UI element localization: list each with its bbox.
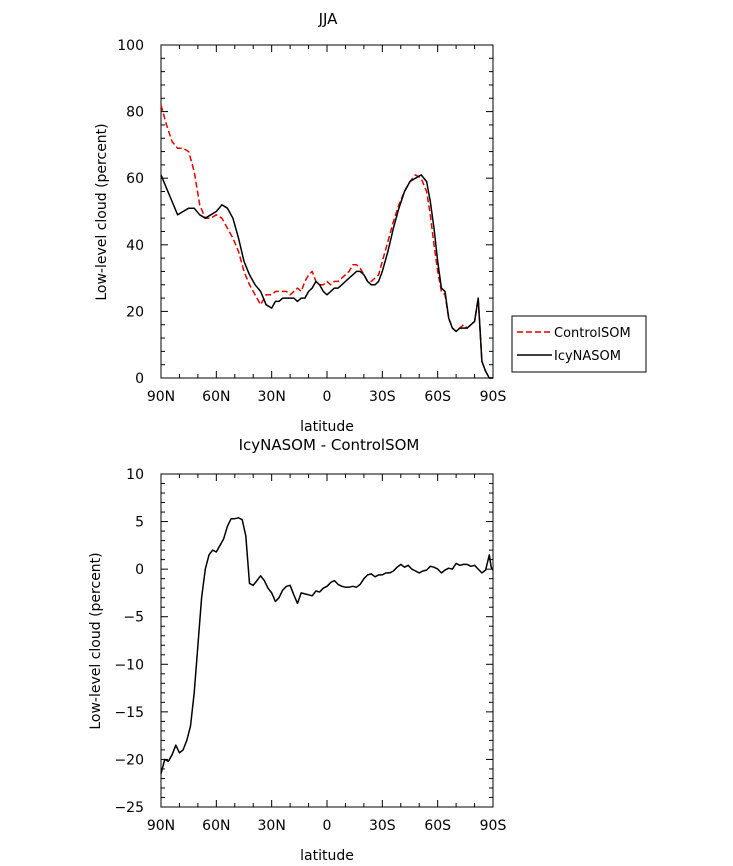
legend-box (511, 315, 647, 373)
bottom-x-axis-title: latitude (300, 848, 354, 864)
bottom-series-lines (160, 517, 494, 774)
y-tick-label: 60 (126, 171, 144, 187)
x-tick-label: 30S (369, 818, 396, 834)
bottom-y-axis-title: Low-level cloud (percent) (88, 552, 104, 729)
x-tick-label: 60N (202, 389, 230, 405)
top-y-axis-title: Low-level cloud (percent) (94, 123, 110, 300)
x-tick-label: 30S (369, 389, 396, 405)
y-tick-label: 20 (126, 304, 144, 320)
y-tick-label: −5 (123, 610, 144, 626)
y-tick-label: −20 (114, 752, 144, 768)
x-tick-label: 90N (147, 389, 175, 405)
y-tick-label: 80 (126, 105, 144, 121)
bottom-plot-frame (160, 473, 494, 808)
y-tick-label: 40 (126, 238, 144, 254)
legend: ControlSOM IcyNASOM (511, 315, 647, 373)
top-x-axis-title: latitude (300, 419, 354, 435)
x-tick-label: 90S (480, 818, 507, 834)
y-tick-label: −25 (114, 800, 144, 816)
y-tick-label: 10 (126, 467, 144, 483)
x-tick-label: 90N (147, 818, 175, 834)
bottom-axis-ticks: 90N 60N 30N 0 30S 60S 90S −25 −20 −15 −10 −5 0 5 10 (114, 467, 506, 834)
y-tick-label: 100 (117, 38, 144, 54)
y-tick-label: 0 (135, 371, 144, 387)
y-tick-label: 0 (135, 562, 144, 578)
y-tick-label: −15 (114, 705, 144, 721)
y-tick-label: 5 (135, 515, 144, 531)
x-tick-label: 30N (258, 389, 286, 405)
x-tick-label: 0 (323, 389, 332, 405)
x-tick-label: 90S (480, 389, 507, 405)
x-tick-label: 60S (424, 818, 451, 834)
x-tick-label: 0 (323, 818, 332, 834)
series-line-0 (160, 517, 494, 774)
top-chart-title: JJA (318, 10, 339, 28)
legend-label-controlsom: ControlSOM (554, 326, 631, 341)
series-line-controlsom (160, 104, 493, 379)
series-line-icynasom (160, 174, 493, 379)
top-axis-ticks: 90N 60N 30N 0 30S 60S 90S 0 20 40 60 80 100 (117, 38, 506, 405)
x-tick-label: 60S (424, 389, 451, 405)
y-tick-label: −10 (114, 657, 144, 673)
bottom-chart-title: IcyNASOM - ControlSOM (239, 436, 420, 454)
x-tick-label: 30N (258, 818, 286, 834)
top-series-lines (160, 104, 493, 379)
bottom-panel: IcyNASOM - ControlSOM 90N 60N 30N 0 30S 60S 90… (88, 436, 506, 864)
top-panel: JJA 90N 60N 30N 0 30S 60S 90S 0 20 40 60 80 100 lati… (94, 10, 647, 435)
x-tick-label: 60N (202, 818, 230, 834)
legend-label-icynasom: IcyNASOM (554, 349, 621, 364)
top-plot-frame (160, 44, 494, 379)
